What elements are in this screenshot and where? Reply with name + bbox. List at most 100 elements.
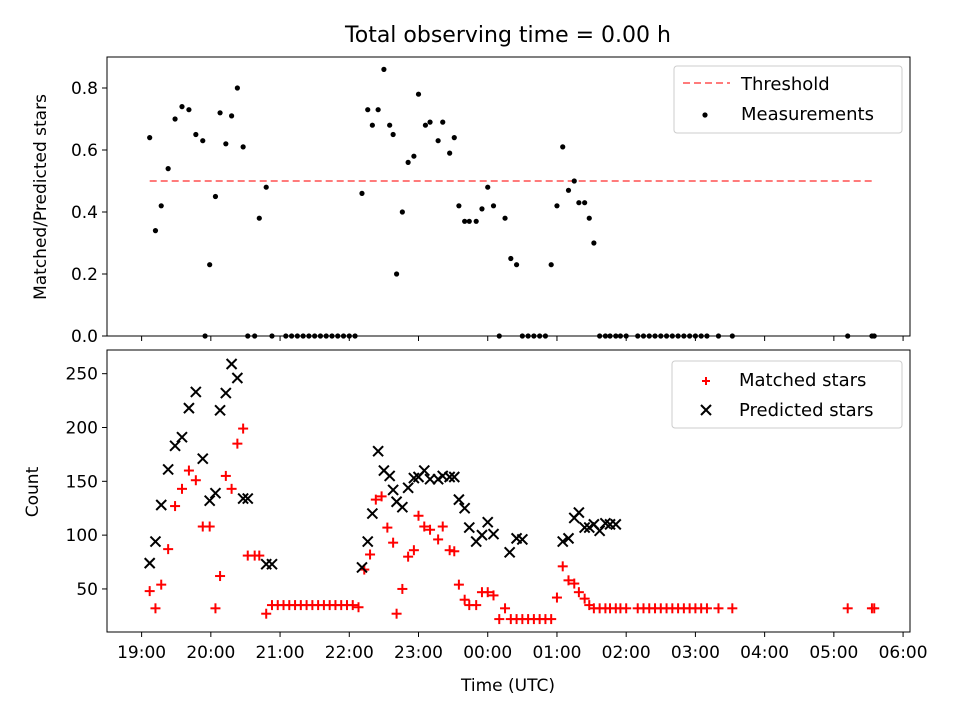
- predicted-star-point: [448, 471, 460, 483]
- x-tick-label: 06:00: [879, 643, 928, 663]
- measurement-point: [193, 131, 199, 138]
- legend-measurements-marker: [702, 112, 708, 118]
- predicted-star-point: [516, 533, 529, 546]
- measurement-point: [381, 66, 387, 72]
- measurement-point: [576, 200, 582, 206]
- measurement-point: [571, 178, 577, 184]
- measurement-point: [256, 215, 262, 221]
- matched-star-point: [150, 603, 161, 614]
- matched-star-point: [376, 491, 387, 502]
- measurement-point: [234, 85, 240, 91]
- matched-star-point: [869, 603, 880, 614]
- matched-star-point: [183, 465, 194, 476]
- measurement-point: [365, 107, 371, 113]
- matched-star-point: [370, 494, 381, 505]
- x-tick-label: 23:00: [394, 643, 443, 663]
- measurement-point: [387, 122, 393, 128]
- x-tick-label: 01:00: [532, 643, 581, 663]
- x-tick-label: 05:00: [809, 643, 858, 663]
- measurement-point: [502, 215, 508, 221]
- measurement-point: [369, 122, 375, 128]
- x-tick-label: 03:00: [671, 643, 720, 663]
- measurement-point: [548, 262, 554, 268]
- predicted-star-point: [443, 471, 456, 483]
- measurement-point: [390, 131, 396, 138]
- predicted-star-point: [482, 516, 494, 528]
- matched-star-point: [444, 545, 455, 556]
- ratio-y-tick-label: 0.2: [71, 265, 98, 285]
- predicted-star-point: [220, 387, 232, 399]
- measurement-point: [158, 203, 164, 209]
- measurement-point: [591, 240, 597, 246]
- measurement-point: [447, 150, 453, 156]
- measurement-point: [172, 116, 178, 122]
- matched-star-point: [459, 594, 470, 605]
- ratio-legend: Threshold Measurements: [673, 65, 903, 134]
- ratio-plot-frame: [106, 56, 911, 337]
- legend-matched-marker: [702, 377, 710, 385]
- predicted-star-point: [266, 558, 278, 570]
- matched-star-point: [569, 578, 580, 589]
- matched-star-point: [204, 521, 215, 532]
- predicted-star-point: [402, 482, 414, 494]
- measurement-point: [451, 135, 457, 141]
- count-plot-frame: [106, 349, 911, 633]
- predicted-star-point: [231, 372, 244, 384]
- predicted-star-point: [578, 521, 591, 534]
- matched-star-point: [842, 603, 853, 614]
- predicted-star-point: [573, 506, 585, 519]
- predicted-star-point: [557, 535, 569, 548]
- measurement-point: [508, 255, 514, 262]
- chart-title: Total observing time = 0.00 h: [344, 23, 671, 48]
- predicted-star-point: [237, 492, 249, 505]
- predicted-star-point: [458, 502, 471, 514]
- legend-predicted-label: Predicted stars: [739, 400, 873, 421]
- predicted-star-point: [162, 463, 174, 476]
- measurement-point: [186, 107, 192, 113]
- count-y-tick-label: 200: [66, 418, 98, 438]
- matched-star-point: [176, 483, 187, 494]
- measurement-point: [393, 271, 400, 277]
- measurement-point: [456, 203, 462, 209]
- matched-star-point: [353, 602, 364, 613]
- legend-predicted-marker: [700, 404, 712, 416]
- matched-star-point: [727, 603, 738, 614]
- count-y-tick-label: 50: [76, 580, 98, 600]
- predicted-star-point: [203, 494, 216, 507]
- matched-star-point: [397, 583, 408, 594]
- matched-star-point: [453, 579, 464, 590]
- matched-star-point: [579, 593, 590, 604]
- predicted-star-point: [143, 557, 156, 569]
- predicted-star-point: [214, 404, 226, 416]
- matched-star-point: [215, 571, 226, 582]
- measurement-point: [263, 184, 269, 190]
- predicted-star-point: [176, 431, 188, 443]
- measurement-point: [422, 122, 429, 128]
- matched-star-point: [488, 590, 499, 601]
- matched-star-point: [573, 587, 584, 598]
- measurement-point: [152, 228, 159, 234]
- matched-star-point: [391, 608, 402, 619]
- measurement-point: [586, 215, 592, 221]
- matched-star-point: [238, 423, 249, 434]
- matched-star-point: [226, 483, 237, 494]
- matched-star-point: [713, 603, 724, 614]
- predicted-star-point: [209, 487, 222, 499]
- measurement-point: [147, 135, 153, 141]
- matched-star-point: [494, 614, 505, 625]
- predicted-star-point: [396, 501, 409, 513]
- measurement-point: [466, 218, 472, 224]
- measurement-point: [405, 159, 411, 165]
- measurement-point: [560, 144, 566, 150]
- measurement-point: [513, 262, 520, 268]
- predicted-star-point: [593, 525, 606, 537]
- x-tick-label: 02:00: [602, 643, 651, 663]
- matched-star-point: [482, 587, 493, 598]
- x-tick-label: 20:00: [186, 643, 235, 663]
- measurement-point: [165, 166, 171, 172]
- matched-star-point: [190, 475, 201, 486]
- legend-measurements-label: Measurements: [741, 104, 874, 125]
- predicted-star-point: [503, 546, 516, 559]
- measurement-point: [554, 203, 560, 209]
- matched-star-point: [413, 510, 424, 521]
